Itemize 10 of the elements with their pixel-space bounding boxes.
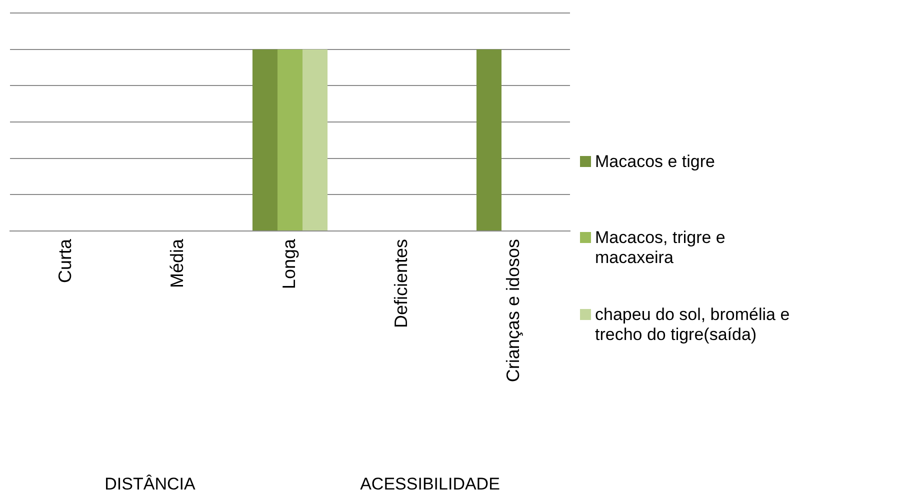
x-tick-label: Longa bbox=[278, 238, 299, 290]
x-tick-label: Curta bbox=[54, 238, 75, 284]
text: DISTÂNCIA bbox=[104, 474, 196, 494]
x-tick-label: Deficientes bbox=[390, 239, 411, 328]
legend-label: chapeu do sol, bromélia e trecho do tigre(saída) bbox=[595, 305, 791, 345]
x-tick-label: Média bbox=[166, 238, 187, 288]
text: ACESSIBILIDADE bbox=[360, 474, 500, 494]
legend-label: Macacos e tigre bbox=[595, 152, 715, 172]
x-tick-label: Crianças e idosos bbox=[502, 239, 523, 382]
legend-label: Macacos, trigre e macaxeira bbox=[595, 228, 726, 268]
